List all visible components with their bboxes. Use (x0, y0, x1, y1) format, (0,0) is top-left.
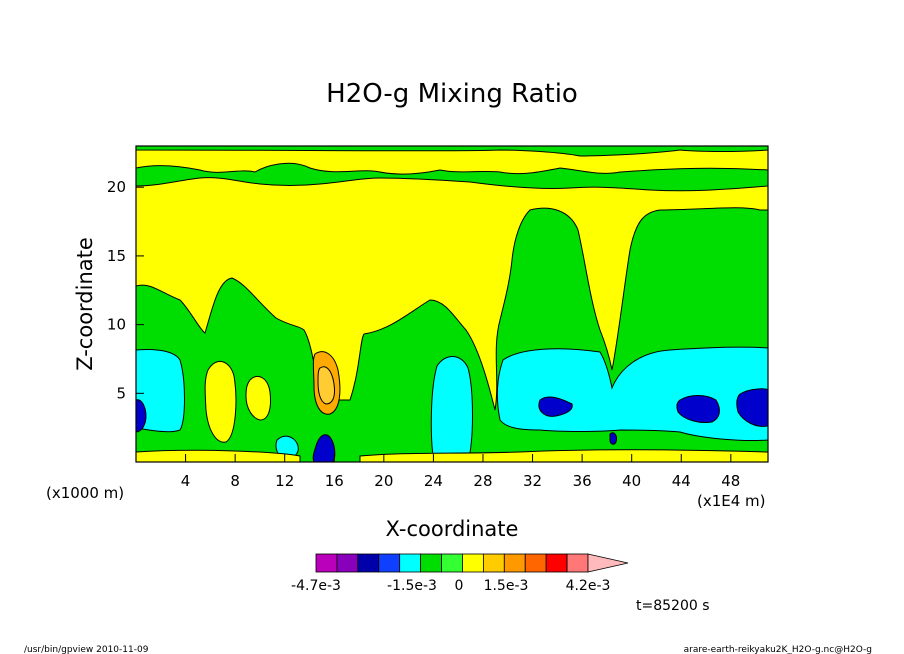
x-tick-label: 4 (181, 472, 191, 490)
x-axis-unit-left: (x1000 m) (46, 484, 124, 502)
colorbar-swatch (524, 553, 547, 573)
contour-fill (136, 146, 768, 462)
y-tick-label: 10 (107, 316, 126, 334)
contour-gold-core (317, 366, 335, 405)
contour-yellow-bottom-2 (359, 449, 768, 462)
x-tick-label: 28 (473, 472, 492, 490)
y-tick-label: 15 (107, 247, 126, 265)
y-tick-label: 5 (116, 384, 126, 402)
colorbar-label-1: -4.7e-3 (291, 578, 341, 594)
footer-left: /usr/bin/gpview 2010-11-09 (24, 645, 149, 654)
time-label: t=85200 s (636, 598, 710, 614)
x-tick-label: 32 (523, 472, 542, 490)
x-tick-label: 44 (672, 472, 691, 490)
colorbar-label-3: 0 (455, 578, 464, 594)
plot-frame (135, 145, 769, 463)
x-tick-label: 24 (424, 472, 443, 490)
colorbar-swatch (420, 553, 442, 573)
plot-area (135, 145, 769, 463)
colorbar-label-2: -1.5e-3 (387, 578, 437, 594)
contour-blue-core-6 (609, 432, 617, 445)
contour-green-top (136, 162, 768, 192)
x-axis-label: X-coordinate (386, 517, 519, 541)
footer-right: arare-earth-reikyaku2K_H2O-g.nc@H2O-g (684, 645, 872, 654)
contour-green-topstrip (136, 146, 768, 157)
colorbar-swatch (357, 553, 380, 573)
contour-blue-core-3 (538, 396, 573, 417)
colorbar-swatch (441, 553, 463, 573)
colorbar-labels: -4.7e-3 -1.5e-3 0 1.5e-3 4.2e-3 (291, 578, 610, 594)
colorbar-label-4: 1.5e-3 (484, 578, 529, 594)
colorbar-swatch (482, 553, 505, 573)
x-tick-label: 40 (622, 472, 641, 490)
colorbar-label-5: 4.2e-3 (566, 578, 611, 594)
contour-cyan-left (136, 349, 185, 433)
contour-cyan-mid (430, 356, 473, 462)
x-tick-label: 20 (374, 472, 393, 490)
colorbar-swatch (503, 553, 526, 573)
x-axis-unit-right: (x1E4 m) (697, 492, 766, 510)
colorbar-swatch (545, 553, 568, 573)
colorbar-extend-arrow (587, 553, 629, 573)
colorbar-swatch (462, 553, 484, 573)
y-axis-label: Z-coordinate (73, 237, 97, 371)
y-axis-ticks: 5 10 15 20 (107, 178, 144, 402)
colorbar-swatch (566, 553, 589, 573)
x-tick-label: 48 (721, 472, 740, 490)
chart-title: H2O-g Mixing Ratio (326, 79, 578, 109)
contour-blue-core-4 (676, 395, 720, 423)
contour-blue-core-5 (736, 388, 768, 427)
x-tick-label: 12 (275, 472, 294, 490)
x-tick-label: 16 (325, 472, 344, 490)
x-tick-label: 8 (230, 472, 240, 490)
colorbar-swatch (336, 553, 359, 573)
colorbar-swatch (399, 553, 422, 573)
contour-yellow-patch-2 (245, 376, 271, 421)
contour-yellow-patch-1 (204, 361, 237, 443)
y-tick-label: 20 (107, 178, 126, 196)
colorbar-swatch (378, 553, 401, 573)
contour-blue-core-2 (136, 399, 147, 433)
x-tick-label: 36 (573, 472, 592, 490)
colorbar (315, 553, 629, 573)
colorbar-swatch (315, 553, 338, 573)
x-axis-ticks: 4 8 12 16 20 24 28 32 36 40 44 48 (181, 454, 740, 490)
contour-yellow-bottom (136, 449, 301, 462)
